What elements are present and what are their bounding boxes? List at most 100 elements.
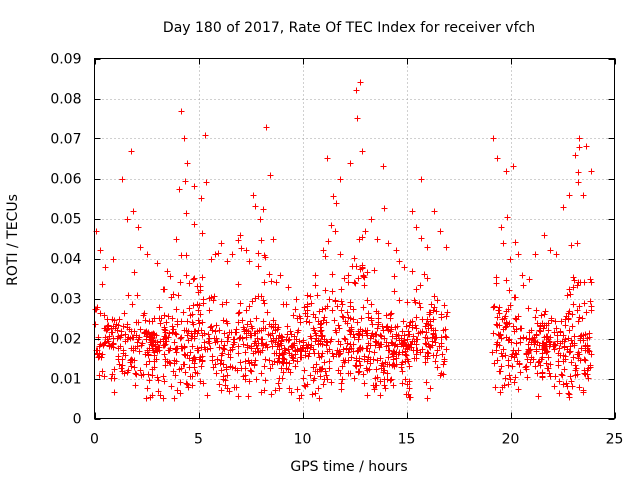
data-point xyxy=(235,350,242,357)
data-point xyxy=(227,354,234,361)
data-point xyxy=(200,300,207,307)
data-point xyxy=(387,315,394,322)
data-point xyxy=(115,345,122,352)
data-point xyxy=(290,312,297,319)
data-point xyxy=(111,366,118,373)
data-point xyxy=(560,332,567,339)
data-point xyxy=(172,372,179,379)
data-point xyxy=(317,373,324,380)
data-point xyxy=(582,357,589,364)
data-point xyxy=(560,204,567,211)
data-point xyxy=(339,313,346,320)
data-point xyxy=(353,357,360,364)
data-point xyxy=(317,366,324,373)
data-point xyxy=(118,332,125,339)
data-point xyxy=(133,371,140,378)
data-point xyxy=(332,298,339,305)
data-point xyxy=(287,328,294,335)
data-point xyxy=(233,326,240,333)
data-point xyxy=(507,302,514,309)
data-point xyxy=(324,303,331,310)
data-point xyxy=(350,316,357,323)
data-point xyxy=(437,228,444,235)
data-point xyxy=(289,354,296,361)
data-point xyxy=(269,343,276,350)
data-point xyxy=(101,373,108,380)
x-tick-label: 10 xyxy=(294,432,312,448)
data-point xyxy=(347,341,354,348)
data-point xyxy=(527,359,534,366)
data-point xyxy=(314,292,321,299)
data-point xyxy=(444,309,451,316)
x-tick-label: 15 xyxy=(398,432,416,448)
data-point xyxy=(97,341,104,348)
data-point xyxy=(198,344,205,351)
data-point xyxy=(177,390,184,397)
data-point xyxy=(391,273,398,280)
data-point xyxy=(337,176,344,183)
data-point xyxy=(364,327,371,334)
data-point xyxy=(122,331,129,338)
data-point xyxy=(307,293,314,300)
data-point xyxy=(248,343,255,350)
data-point xyxy=(124,216,131,223)
data-point xyxy=(582,371,589,378)
data-point xyxy=(583,143,590,150)
data-point xyxy=(348,326,355,333)
data-point xyxy=(191,221,198,228)
y-tick-label: 0 xyxy=(73,412,82,428)
data-point xyxy=(490,135,497,142)
data-point xyxy=(305,353,312,360)
data-point xyxy=(493,274,500,281)
data-point xyxy=(184,332,191,339)
data-point xyxy=(388,310,395,317)
data-point xyxy=(173,236,180,243)
data-point xyxy=(491,303,498,310)
data-point xyxy=(430,352,437,359)
data-point xyxy=(583,309,590,316)
data-point xyxy=(149,318,156,325)
data-point xyxy=(176,186,183,193)
data-point xyxy=(315,385,322,392)
data-point xyxy=(494,155,501,162)
data-point xyxy=(507,376,514,383)
data-point xyxy=(239,317,246,324)
data-point xyxy=(523,366,530,373)
data-point xyxy=(119,176,126,183)
data-point xyxy=(249,325,256,332)
data-point xyxy=(101,340,108,347)
data-point xyxy=(227,363,234,370)
data-point xyxy=(330,193,337,200)
data-point xyxy=(135,224,142,231)
data-point xyxy=(161,312,168,319)
data-point xyxy=(286,336,293,343)
data-point xyxy=(438,311,445,318)
data-point xyxy=(221,330,228,337)
data-point xyxy=(122,338,129,345)
data-point xyxy=(336,351,343,358)
data-point xyxy=(243,307,250,314)
data-point xyxy=(189,382,196,389)
data-point xyxy=(586,334,593,341)
data-point xyxy=(360,304,367,311)
data-point xyxy=(321,314,328,321)
data-point xyxy=(429,334,436,341)
data-point xyxy=(581,356,588,363)
data-point xyxy=(556,390,563,397)
data-point xyxy=(363,365,370,372)
data-point xyxy=(566,286,573,293)
data-point xyxy=(568,378,575,385)
data-point xyxy=(108,329,115,336)
data-point xyxy=(244,342,251,349)
data-point xyxy=(434,364,441,371)
data-point xyxy=(288,389,295,396)
data-point xyxy=(326,346,333,353)
data-point xyxy=(587,364,594,371)
data-point xyxy=(576,351,583,358)
data-point xyxy=(129,301,136,308)
data-point xyxy=(329,350,336,357)
data-point xyxy=(209,353,216,360)
data-point xyxy=(516,360,523,367)
data-point xyxy=(183,380,190,387)
